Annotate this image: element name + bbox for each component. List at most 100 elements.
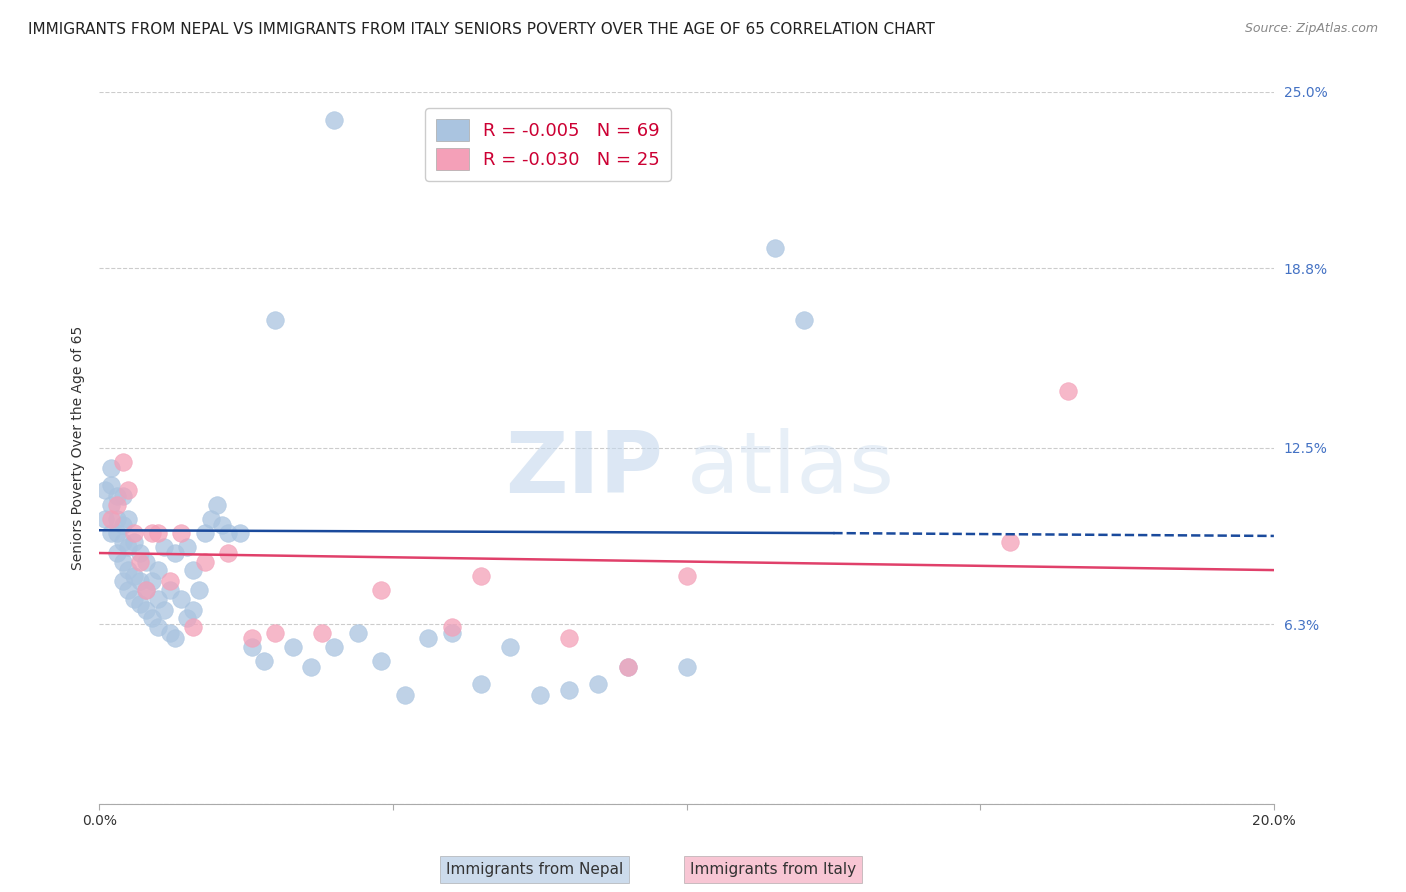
Point: [141, 574, 163, 589]
Point: [558, 682, 581, 697]
Point: [165, 632, 187, 646]
Point: [135, 582, 157, 597]
Point: [129, 555, 152, 569]
Point: [100, 512, 122, 526]
Point: [176, 611, 198, 625]
Point: [346, 625, 368, 640]
Point: [194, 526, 217, 541]
Point: [188, 582, 211, 597]
Point: [165, 546, 187, 560]
Point: [111, 517, 134, 532]
Point: [135, 555, 157, 569]
Point: [311, 625, 333, 640]
Point: [117, 512, 139, 526]
Point: [111, 489, 134, 503]
Point: [170, 526, 193, 541]
Point: [124, 534, 146, 549]
Point: [124, 569, 146, 583]
Point: [394, 689, 416, 703]
Point: [252, 654, 274, 668]
Point: [264, 312, 287, 326]
Text: atlas: atlas: [686, 427, 894, 510]
Point: [129, 597, 152, 611]
Text: ZIP: ZIP: [505, 427, 664, 510]
Point: [588, 677, 610, 691]
Point: [146, 620, 169, 634]
Point: [281, 640, 304, 654]
Point: [146, 526, 169, 541]
Point: [181, 563, 204, 577]
Point: [105, 512, 128, 526]
Point: [529, 689, 551, 703]
Point: [100, 526, 122, 541]
Point: [1057, 384, 1080, 398]
Point: [159, 582, 181, 597]
Point: [94, 483, 117, 498]
Point: [264, 625, 287, 640]
Point: [240, 632, 263, 646]
Point: [117, 541, 139, 555]
Point: [470, 677, 492, 691]
Text: Source: ZipAtlas.com: Source: ZipAtlas.com: [1244, 22, 1378, 36]
Point: [323, 640, 346, 654]
Point: [159, 574, 181, 589]
Point: [440, 620, 463, 634]
Point: [323, 113, 346, 128]
Point: [211, 517, 233, 532]
Point: [152, 541, 174, 555]
Point: [499, 640, 522, 654]
Point: [217, 526, 239, 541]
Point: [146, 591, 169, 606]
Point: [181, 620, 204, 634]
Point: [117, 483, 139, 498]
Point: [675, 660, 697, 674]
Point: [229, 526, 252, 541]
Point: [100, 477, 122, 491]
Point: [100, 498, 122, 512]
Point: [793, 312, 815, 326]
Point: [135, 582, 157, 597]
Point: [998, 534, 1021, 549]
Text: IMMIGRANTS FROM NEPAL VS IMMIGRANTS FROM ITALY SENIORS POVERTY OVER THE AGE OF 6: IMMIGRANTS FROM NEPAL VS IMMIGRANTS FROM…: [28, 22, 935, 37]
Point: [416, 632, 439, 646]
Point: [558, 632, 581, 646]
Point: [616, 660, 638, 674]
Point: [299, 660, 322, 674]
Point: [129, 574, 152, 589]
Point: [124, 526, 146, 541]
Point: [141, 526, 163, 541]
Point: [105, 526, 128, 541]
Point: [152, 603, 174, 617]
Y-axis label: Seniors Poverty Over the Age of 65: Seniors Poverty Over the Age of 65: [72, 326, 86, 570]
Point: [117, 563, 139, 577]
Point: [470, 569, 492, 583]
Point: [370, 582, 392, 597]
Point: [105, 498, 128, 512]
Point: [181, 603, 204, 617]
Text: Immigrants from Nepal: Immigrants from Nepal: [446, 863, 623, 877]
Point: [217, 546, 239, 560]
Point: [370, 654, 392, 668]
Point: [129, 546, 152, 560]
Point: [146, 563, 169, 577]
Point: [194, 555, 217, 569]
Point: [105, 546, 128, 560]
Text: Immigrants from Italy: Immigrants from Italy: [690, 863, 856, 877]
Point: [100, 460, 122, 475]
Point: [616, 660, 638, 674]
Point: [205, 498, 228, 512]
Point: [170, 591, 193, 606]
Point: [124, 591, 146, 606]
Point: [111, 534, 134, 549]
Point: [240, 640, 263, 654]
Point: [200, 512, 222, 526]
Point: [135, 603, 157, 617]
Point: [111, 574, 134, 589]
Point: [176, 541, 198, 555]
Point: [94, 512, 117, 526]
Point: [675, 569, 697, 583]
Point: [141, 611, 163, 625]
Point: [105, 489, 128, 503]
Point: [117, 582, 139, 597]
Legend: R = -0.005   N = 69, R = -0.030   N = 25: R = -0.005 N = 69, R = -0.030 N = 25: [426, 108, 671, 181]
